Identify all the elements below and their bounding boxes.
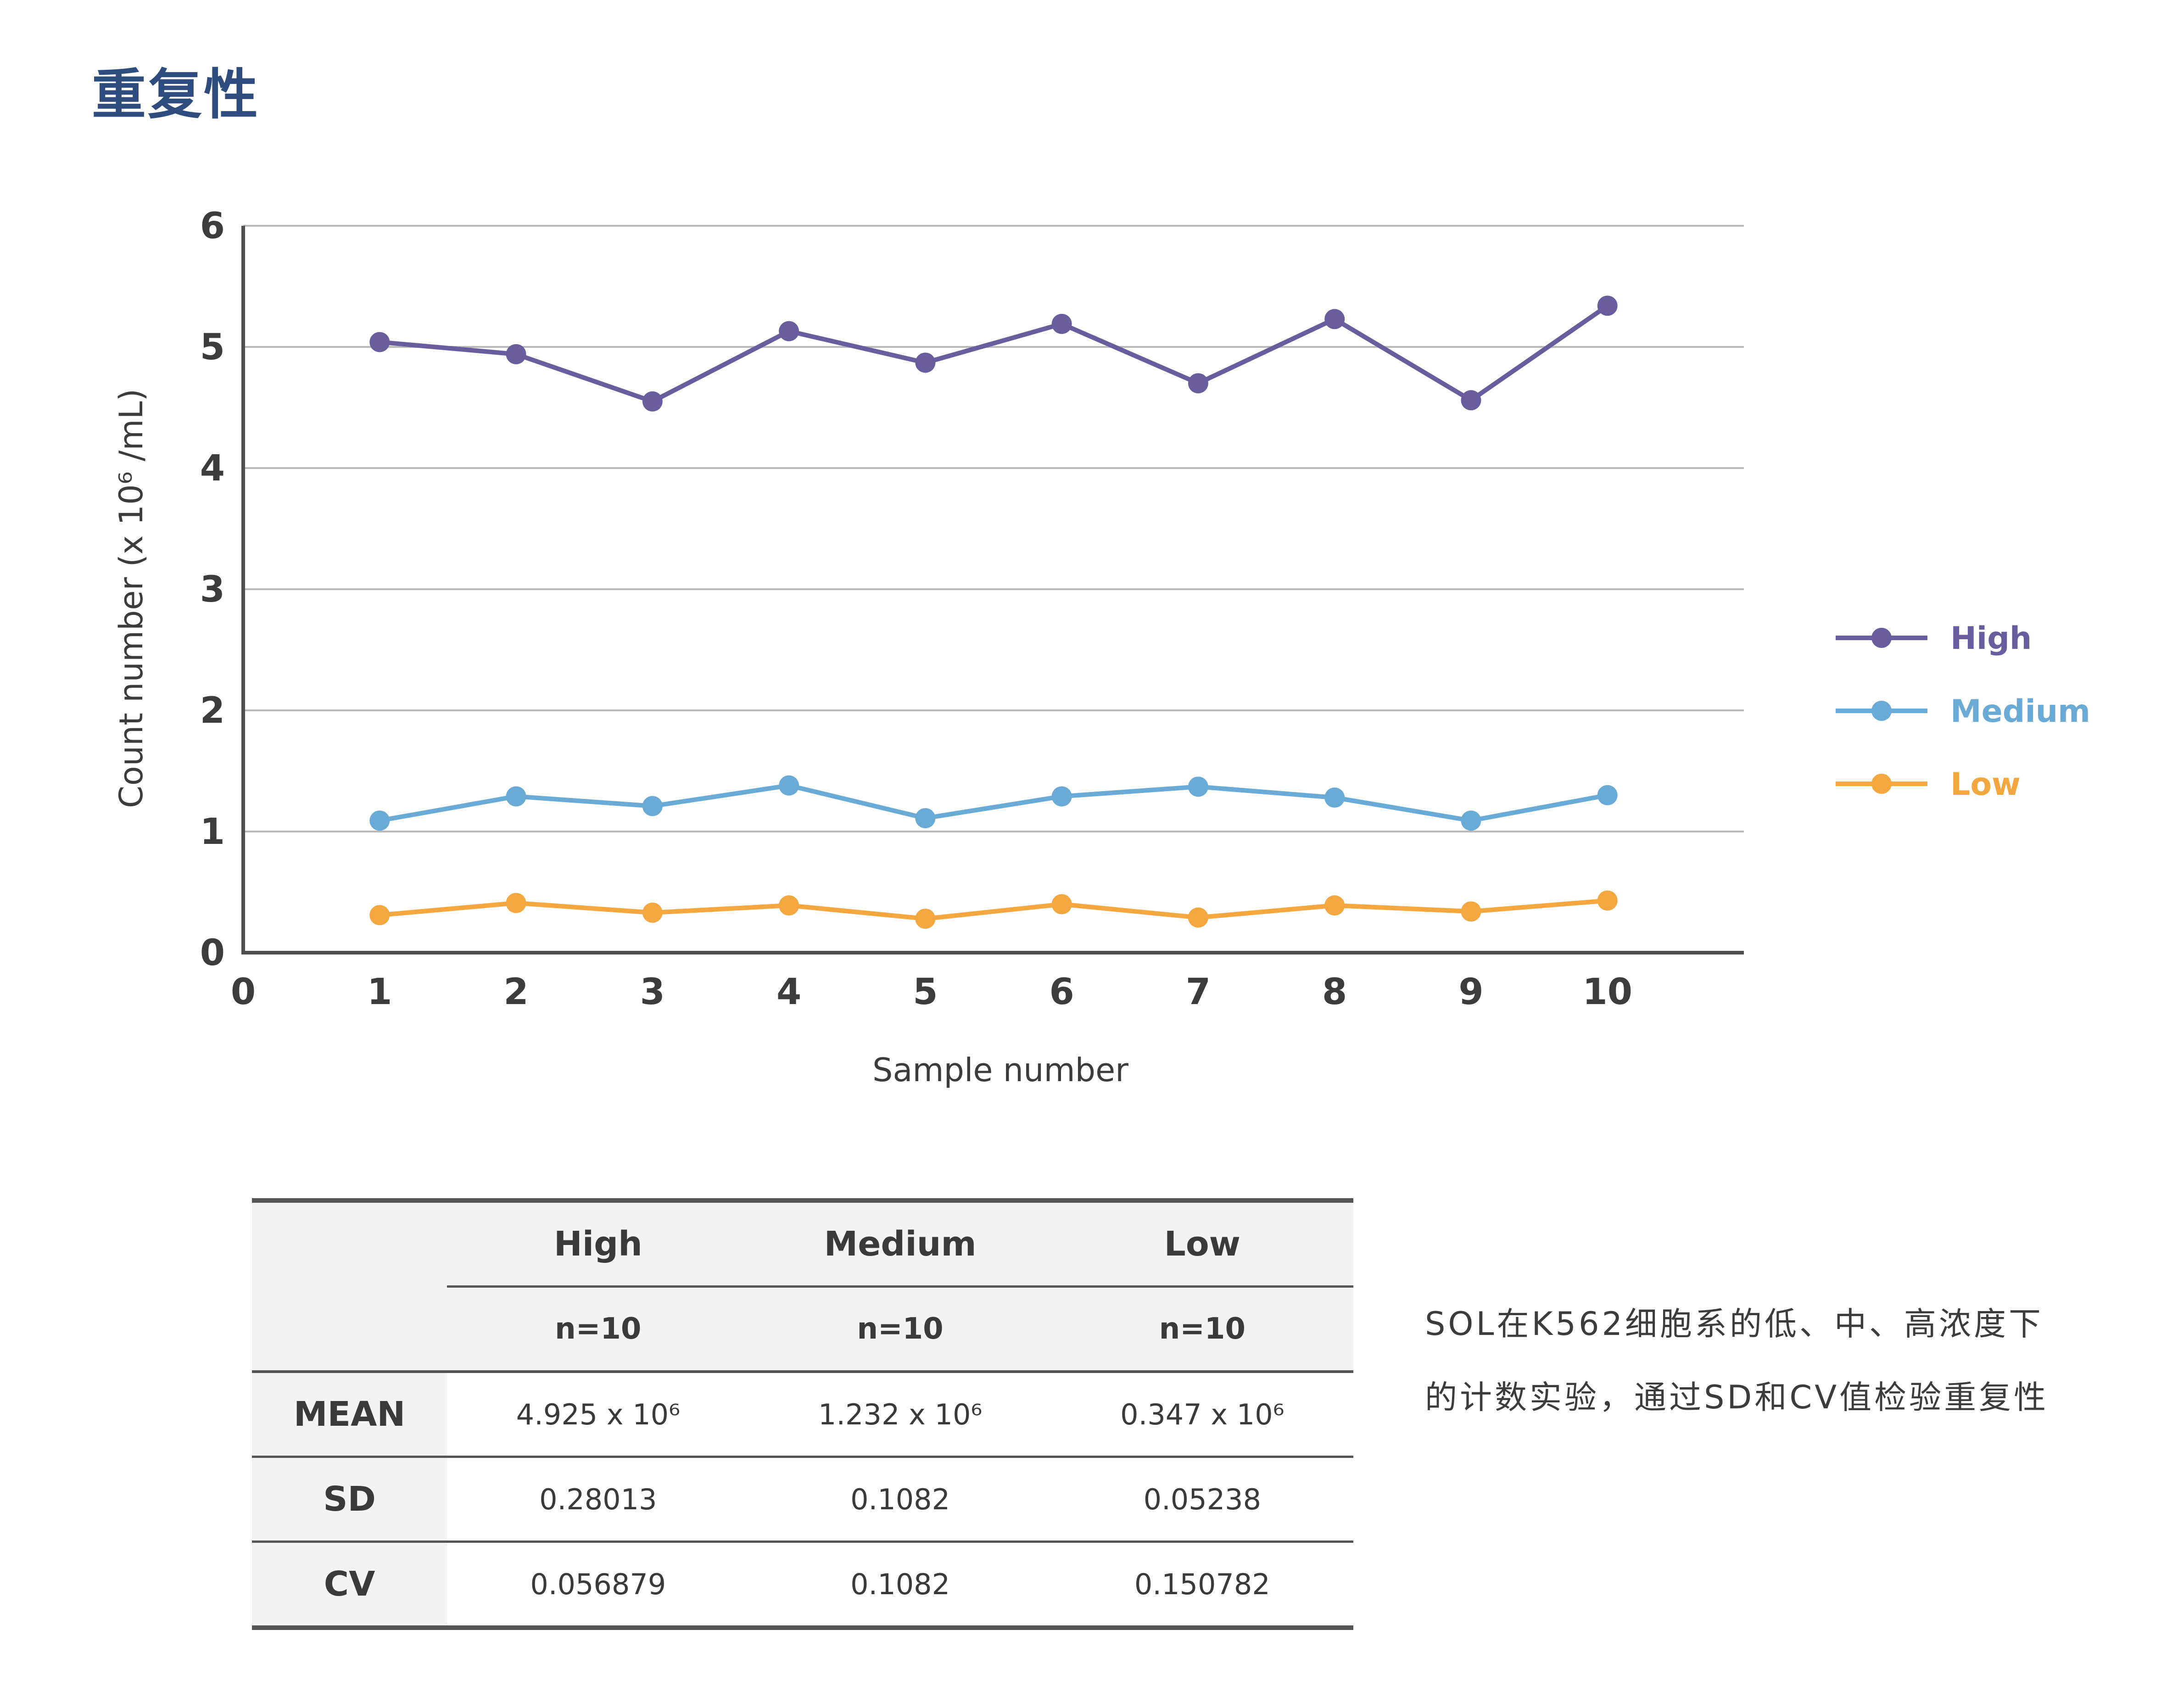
y-tick-label-2: 2 — [200, 690, 225, 731]
mean-medium: 1.232 x 10⁶ — [818, 1397, 983, 1431]
x-tick-label-10: 10 — [1582, 971, 1632, 1013]
y-axis-title: Count number (x 10⁶ /mL) — [112, 389, 150, 808]
data-point-high-9 — [1461, 390, 1481, 411]
legend-label-low: Low — [1950, 766, 2021, 803]
stats-table: High Medium Low n=10 n=10 n=10 MEAN 4.92… — [252, 1198, 1353, 1630]
page-title: 重复性 — [92, 63, 260, 126]
cv-low: 0.150782 — [1134, 1567, 1270, 1601]
row-label-cv: CV — [252, 1541, 447, 1628]
caption-line-2: 的计数实验，通过SD和CV值检验重复性 — [1425, 1379, 2049, 1416]
mean-low: 0.347 x 10⁶ — [1120, 1397, 1284, 1431]
sd-medium: 0.1082 — [850, 1482, 950, 1516]
n-medium: n=10 — [749, 1286, 1051, 1372]
caption-line-1: SOL在K562细胞系的低、中、高浓度下 — [1425, 1305, 2044, 1343]
data-point-medium-5 — [915, 808, 936, 828]
data-point-high-10 — [1597, 296, 1618, 316]
data-point-medium-9 — [1461, 810, 1481, 831]
legend-marker-medium — [1871, 701, 1892, 721]
cv-medium: 0.1082 — [850, 1567, 950, 1601]
data-point-medium-7 — [1188, 776, 1208, 797]
data-point-low-4 — [779, 895, 799, 916]
data-point-low-9 — [1461, 901, 1481, 922]
legend-marker-high — [1871, 628, 1892, 648]
sd-low: 0.05238 — [1143, 1482, 1262, 1516]
table-header-row: High Medium Low — [252, 1200, 1353, 1372]
y-tick-label-4: 4 — [200, 448, 225, 489]
series-line-high — [377, 303, 1610, 404]
data-point-high-8 — [1324, 309, 1345, 329]
x-axis-title: Sample number — [872, 1051, 1128, 1089]
n-high: n=10 — [447, 1286, 749, 1372]
x-tick-label-7: 7 — [1186, 971, 1211, 1013]
sd-high: 0.28013 — [539, 1482, 657, 1516]
data-point-low-6 — [1051, 894, 1072, 915]
table-row-mean: MEAN 4.925 x 10⁶ 1.232 x 10⁶ 0.347 x 10⁶ — [252, 1372, 1353, 1457]
data-point-medium-3 — [642, 796, 663, 816]
line-chart: 0 1 2 3 4 5 6 0 1 2 3 4 5 6 7 8 9 10 Sample number Count nu… — [112, 206, 2090, 1089]
col-header-medium: Medium — [749, 1200, 1051, 1288]
table-row-sd: SD 0.28013 0.1082 0.05238 — [252, 1457, 1353, 1542]
table-corner-cell — [252, 1200, 447, 1372]
x-tick-label-6: 6 — [1049, 971, 1074, 1013]
series-line-medium — [377, 783, 1610, 823]
data-point-low-8 — [1324, 895, 1345, 916]
cv-high: 0.056879 — [530, 1567, 666, 1601]
col-header-low: Low — [1051, 1200, 1353, 1288]
x-tick-label-1: 1 — [367, 971, 392, 1013]
data-point-medium-1 — [369, 810, 390, 831]
y-tick-label-3: 3 — [200, 569, 225, 610]
data-point-low-2 — [506, 893, 526, 913]
data-point-high-4 — [779, 321, 799, 341]
table-row-cv: CV 0.056879 0.1082 0.150782 — [252, 1541, 1353, 1628]
data-point-high-1 — [369, 332, 390, 352]
x-tick-label-3: 3 — [640, 971, 665, 1013]
series-line-low — [377, 898, 1610, 921]
data-point-low-1 — [369, 905, 390, 926]
data-point-medium-2 — [506, 786, 526, 807]
mean-high: 4.925 x 10⁶ — [516, 1397, 680, 1431]
data-point-high-2 — [506, 344, 526, 364]
data-point-high-5 — [915, 352, 936, 373]
data-point-medium-6 — [1051, 786, 1072, 807]
y-tick-label-1: 1 — [200, 811, 225, 853]
data-point-medium-8 — [1324, 787, 1345, 808]
data-point-high-3 — [642, 391, 663, 412]
y-tick-label-5: 5 — [200, 327, 225, 368]
data-point-low-10 — [1597, 890, 1618, 911]
col-header-high: High — [447, 1200, 749, 1288]
chart-svg: 0 1 2 3 4 5 6 0 1 2 3 4 5 6 7 8 9 10 Sample number Count nu… — [112, 206, 2090, 1089]
data-point-medium-4 — [779, 775, 799, 796]
data-point-low-5 — [915, 909, 936, 929]
legend-label-medium: Medium — [1950, 693, 2090, 730]
x-tick-label-2: 2 — [503, 971, 528, 1013]
table-n-row: n=10 n=10 n=10 — [252, 1286, 1353, 1372]
row-label-mean: MEAN — [252, 1372, 447, 1457]
y-tick-label-6: 6 — [200, 206, 225, 247]
legend-label-high: High — [1950, 620, 2032, 657]
n-low: n=10 — [1051, 1286, 1353, 1372]
caption: SOL在K562细胞系的低、中、高浓度下 的计数实验，通过SD和CV值检验重复性 — [1425, 1287, 2150, 1434]
x-tick-label-5: 5 — [913, 971, 938, 1013]
x-tick-label-4: 4 — [776, 971, 801, 1013]
y-tick-label-0: 0 — [200, 932, 225, 974]
x-tick-label-0: 0 — [231, 971, 256, 1013]
legend-marker-low — [1871, 774, 1892, 794]
row-label-sd: SD — [252, 1457, 447, 1542]
data-point-low-3 — [642, 902, 663, 923]
data-point-high-6 — [1051, 313, 1072, 334]
data-point-high-7 — [1188, 373, 1208, 394]
x-tick-label-8: 8 — [1322, 971, 1347, 1013]
data-point-medium-10 — [1597, 785, 1618, 805]
x-tick-label-9: 9 — [1458, 971, 1483, 1013]
data-point-low-7 — [1188, 907, 1208, 928]
